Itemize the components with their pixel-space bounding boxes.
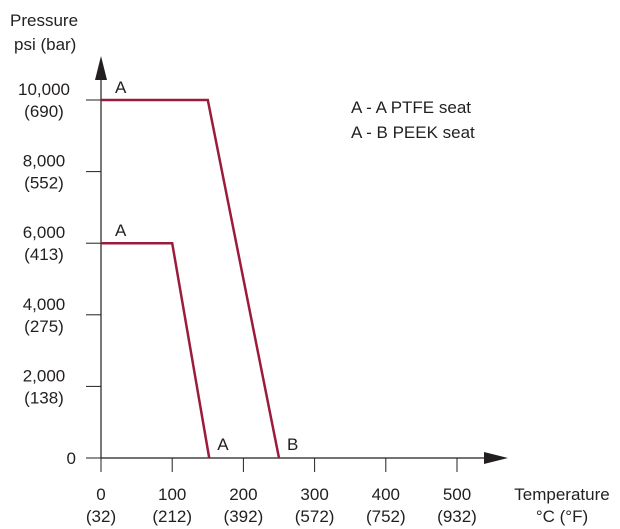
x-axis-title-line2: °C (°F) (536, 507, 588, 526)
legend-entry-peek: A - B PEEK seat (351, 123, 475, 142)
x-tick-sublabel: (212) (152, 507, 192, 526)
y-tick-label: 2,000 (23, 366, 66, 385)
curve-start-label: A (115, 78, 127, 97)
x-axis-title-line1: Temperature (514, 485, 609, 504)
y-axis-title-line1: Pressure (10, 11, 78, 30)
x-tick-label: 100 (158, 485, 186, 504)
x-tick-label: 0 (96, 485, 105, 504)
curve-start-label: A (115, 221, 127, 240)
y-tick-label: 6,000 (23, 223, 66, 242)
curve-end-label: B (287, 435, 298, 454)
x-axis-arrowhead (484, 452, 508, 464)
series-line-2 (101, 98, 281, 459)
x-tick-sublabel: (932) (437, 507, 477, 526)
y-tick-sublabel: (138) (24, 388, 64, 407)
y-tick-label: 0 (67, 449, 76, 468)
y-tick-sublabel: (552) (24, 174, 64, 193)
x-tick-label: 500 (443, 485, 471, 504)
y-tick-label: 4,000 (23, 295, 66, 314)
y-tick-sublabel: (275) (24, 317, 64, 336)
y-tick-sublabel: (690) (24, 102, 64, 121)
y-axis-title-line2: psi (bar) (14, 35, 76, 54)
curve-end-label: A (217, 435, 229, 454)
series-lines (101, 98, 281, 459)
y-tick-label: 8,000 (23, 152, 66, 171)
axes: 0 (32) 100 (212) 200 (392) 300 (572) 400 (752) 500… (18, 56, 508, 526)
curve-labels: A A A B (115, 78, 298, 454)
x-tick-label: 300 (300, 485, 328, 504)
x-tick-label: 200 (229, 485, 257, 504)
y-tick-sublabel: (413) (24, 245, 64, 264)
x-tick-sublabel: (392) (224, 507, 264, 526)
y-axis-arrowhead (95, 56, 107, 80)
x-tick-sublabel: (752) (366, 507, 406, 526)
series-line-1 (101, 241, 211, 459)
x-tick-sublabel: (572) (295, 507, 335, 526)
y-tick-label: 10,000 (18, 80, 70, 99)
legend-entry-ptfe: A - A PTFE seat (351, 98, 471, 117)
x-tick-sublabel: (32) (86, 507, 116, 526)
legend: A - A PTFE seat A - B PEEK seat (351, 98, 475, 142)
x-tick-label: 400 (372, 485, 400, 504)
